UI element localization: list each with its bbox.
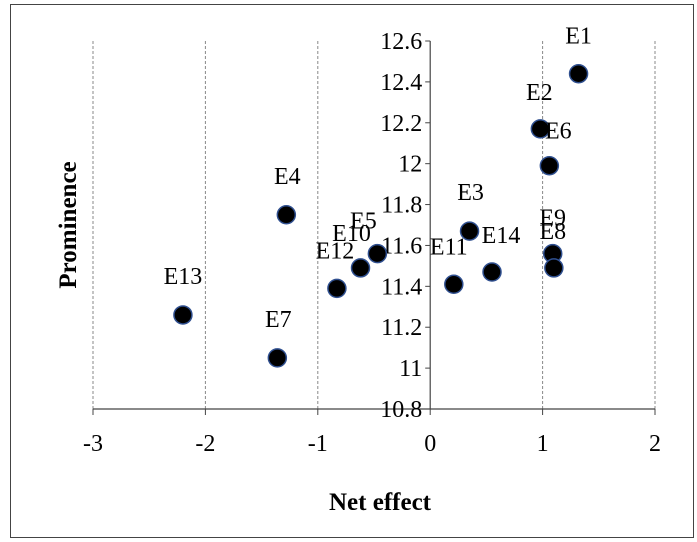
data-points [173, 63, 589, 368]
point-label: E6 [545, 119, 572, 145]
data-point [173, 305, 193, 325]
x-tick-label: 2 [649, 431, 661, 457]
point-label: E3 [457, 180, 484, 206]
y-tick-label: 11.2 [381, 315, 422, 341]
y-tick-label: 12.4 [380, 70, 422, 96]
y-tick-label: 11.6 [381, 233, 422, 259]
y-tick-label: 11.4 [381, 274, 422, 300]
y-tick-label: 10.8 [380, 397, 422, 423]
data-point [327, 278, 347, 299]
data-point [444, 274, 464, 295]
point-label: E2 [526, 80, 553, 106]
y-tick-labels: 10.8 11 11.2 11.4 11.6 11.8 12 12.2 12.4 12.6 [380, 29, 422, 423]
data-point [530, 119, 551, 139]
gridlines [92, 41, 656, 409]
x-axis-title: Net effect [329, 489, 432, 516]
point-label: E14 [482, 223, 521, 249]
data-point [367, 243, 388, 264]
y-tick-label: 11.8 [381, 193, 422, 219]
point-label: E11 [430, 234, 468, 260]
data-point [276, 205, 297, 225]
point-label: E10 [332, 221, 371, 247]
y-tick-label: 12 [398, 152, 422, 178]
x-tick-label: -2 [195, 431, 215, 457]
data-point [544, 258, 564, 278]
x-tick-label: 1 [537, 431, 549, 457]
point-label: E5 [350, 209, 377, 235]
data-point [539, 155, 560, 176]
point-label: E9 [539, 206, 566, 232]
x-tick-labels: -3 -2 -1 0 1 2 [83, 431, 661, 457]
point-label: E4 [274, 164, 301, 190]
data-point [267, 348, 288, 368]
y-axis-title: Prominence [55, 161, 82, 288]
axes [92, 40, 656, 415]
data-point [459, 221, 480, 241]
data-point [482, 262, 502, 282]
y-tick-label: 12.6 [380, 29, 422, 55]
point-label: E12 [316, 238, 355, 264]
y-tick-label: 12.2 [380, 111, 422, 137]
data-point [568, 63, 589, 84]
point-label: E8 [540, 219, 567, 245]
x-tick-label: -3 [83, 431, 103, 457]
point-label: E7 [265, 307, 292, 333]
y-tick-label: 11 [399, 356, 422, 382]
point-label: E1 [565, 24, 592, 50]
data-point [350, 258, 371, 278]
point-label: E13 [164, 264, 203, 290]
x-tick-label: -1 [308, 431, 328, 457]
x-tick-label: 0 [424, 431, 436, 457]
